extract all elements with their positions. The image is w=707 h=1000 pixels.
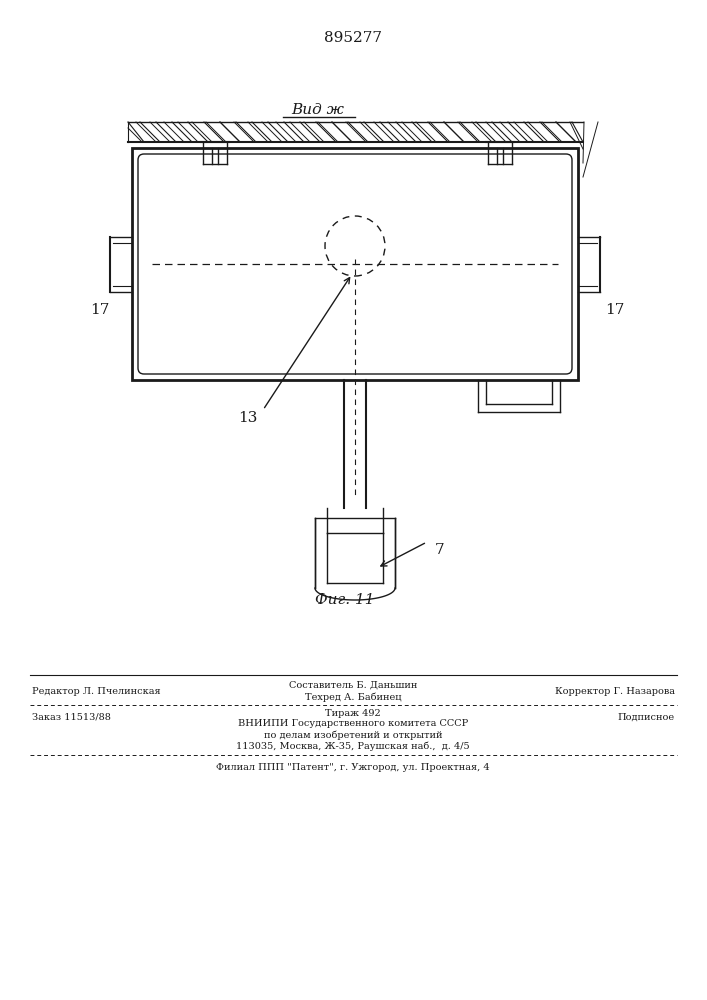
Text: ВНИИПИ Государственного комитета СССР: ВНИИПИ Государственного комитета СССР bbox=[238, 720, 468, 728]
Text: Филиал ППП "Патент", г. Ужгород, ул. Проектная, 4: Филиал ППП "Патент", г. Ужгород, ул. Про… bbox=[216, 764, 490, 772]
Text: Техред А. Бабинец: Техред А. Бабинец bbox=[305, 692, 402, 702]
Text: Заказ 11513/88: Заказ 11513/88 bbox=[32, 712, 111, 722]
Text: 13: 13 bbox=[238, 411, 257, 425]
Text: Фиг. 11: Фиг. 11 bbox=[315, 593, 375, 607]
Text: 895277: 895277 bbox=[324, 31, 382, 45]
Text: по делам изобретений и открытий: по делам изобретений и открытий bbox=[264, 730, 443, 740]
Text: 17: 17 bbox=[90, 303, 110, 317]
Text: Подписное: Подписное bbox=[618, 712, 675, 722]
Text: Редактор Л. Пчелинская: Редактор Л. Пчелинская bbox=[32, 686, 160, 696]
Text: 17: 17 bbox=[605, 303, 625, 317]
Text: Корректор Г. Назарова: Корректор Г. Назарова bbox=[555, 686, 675, 696]
Text: Составитель Б. Даньшин: Составитель Б. Даньшин bbox=[289, 680, 417, 690]
Bar bbox=[132, 148, 578, 380]
Text: Тираж 492: Тираж 492 bbox=[325, 708, 381, 718]
Text: Вид ж: Вид ж bbox=[291, 103, 344, 117]
Text: 7: 7 bbox=[436, 543, 445, 557]
Text: 113035, Москва, Ж-35, Раушская наб.,  д. 4/5: 113035, Москва, Ж-35, Раушская наб., д. … bbox=[236, 741, 470, 751]
